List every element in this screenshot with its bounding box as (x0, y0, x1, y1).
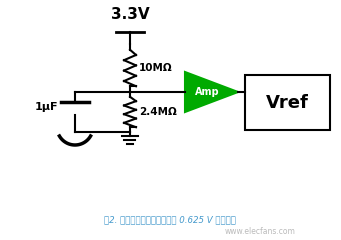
Polygon shape (185, 72, 238, 112)
Text: www.elecfans.com: www.elecfans.com (225, 228, 295, 236)
Text: 图2. 电阻分压器和缓冲器产生 0.625 V 基准电压: 图2. 电阻分压器和缓冲器产生 0.625 V 基准电压 (104, 216, 236, 224)
Text: 10MΩ: 10MΩ (139, 63, 173, 73)
Text: 1μF: 1μF (34, 102, 58, 112)
Bar (245, 75, 330, 130)
Text: Amp: Amp (195, 87, 220, 97)
Text: 2.4MΩ: 2.4MΩ (139, 107, 177, 117)
Text: 3.3V: 3.3V (111, 7, 149, 22)
Text: Vref: Vref (266, 94, 309, 112)
